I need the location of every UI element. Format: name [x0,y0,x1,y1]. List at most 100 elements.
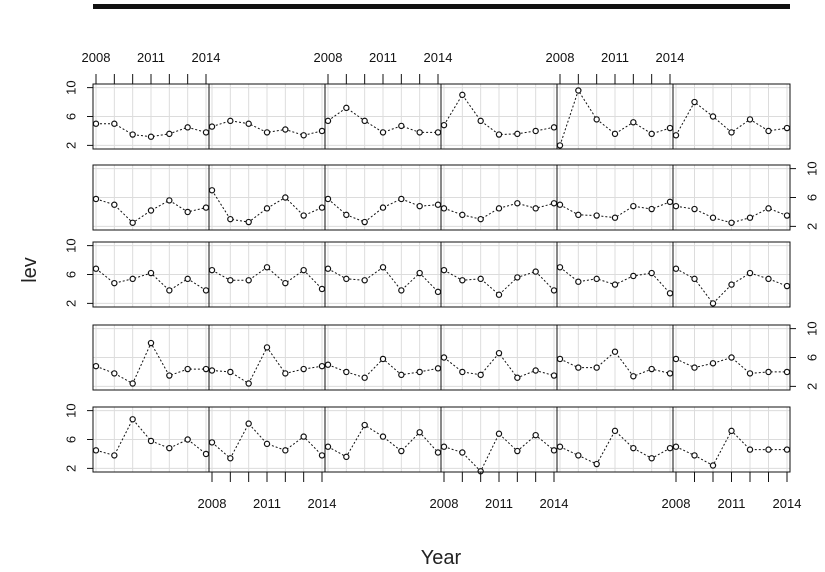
data-point [263,264,271,271]
data-point [783,368,791,376]
data-point [630,202,637,210]
panel [672,241,791,308]
data-point [361,374,368,381]
data-point [532,431,539,439]
y-tick-label: 6 [64,271,79,278]
data-point [111,452,118,459]
panel [672,164,791,231]
data-point [434,288,442,296]
data-point [550,200,558,207]
data-point [300,132,307,139]
data-point [416,129,423,136]
data-point [746,269,754,277]
panel [324,83,442,150]
data-point [184,275,191,283]
data-point [208,439,216,446]
panel [440,83,558,150]
panel-border [672,241,791,308]
data-point [709,300,717,307]
data-point [477,215,484,223]
x-tick-label: 2014 [192,50,221,65]
data-point [550,447,558,454]
data-point [398,371,405,379]
panel [556,324,674,391]
panel [440,406,558,475]
y-tick-label: 2 [64,142,79,149]
data-point [318,204,326,211]
data-point [282,194,289,201]
panel [672,406,791,473]
data-point [129,275,136,283]
data-point [648,455,655,462]
data-point [92,265,100,272]
panel [208,324,326,391]
data-point [575,364,582,371]
data-point [765,446,772,453]
data-point [147,339,155,347]
data-point [361,277,368,284]
data-point [593,212,600,219]
data-point [147,269,155,277]
data-point [227,368,234,376]
data-point [630,119,637,126]
panel [440,241,558,308]
data-point [477,275,484,283]
x-tick-label: 2008 [198,496,227,511]
data-point [184,208,191,216]
panel [324,324,442,391]
data-point [111,120,118,127]
panel [92,241,210,308]
data-point [92,362,100,370]
data-point [184,365,191,373]
panel [92,406,210,473]
data-point [282,279,289,287]
data-point [318,362,326,370]
data-point [202,365,210,373]
data-point [728,129,735,136]
data-point [666,370,674,377]
y-tick-label: 6 [805,194,820,201]
y-tick-label: 2 [64,465,79,472]
data-point [416,368,423,376]
panel [324,241,442,308]
data-point [672,443,680,450]
data-point [514,374,521,381]
x-tick-label: 2008 [430,496,459,511]
data-point [343,211,350,219]
data-point [691,98,698,106]
x-axis-label: Year [421,547,462,569]
data-point [263,205,271,212]
data-point [434,201,442,208]
data-point [245,420,252,427]
data-point [691,275,698,283]
strip-bar [93,4,790,9]
data-point [672,355,680,363]
data-point [666,290,674,297]
data-point [361,218,368,226]
x-tick-label: 2008 [314,50,343,65]
data-point [672,132,680,139]
y-tick-label: 2 [64,300,79,307]
data-point [709,462,717,469]
data-point [398,287,405,294]
data-point [672,265,680,272]
data-point [556,355,564,363]
data-point [361,421,368,429]
data-point [728,354,735,361]
x-tick-label: 2008 [662,496,691,511]
panel [324,406,442,473]
data-point [611,348,619,355]
panel [92,164,210,231]
data-point [575,278,582,285]
data-point [398,195,405,203]
y-tick-label: 10 [805,161,820,175]
data-point [166,287,173,294]
data-point [202,450,210,458]
data-point [440,266,448,274]
data-point [227,455,234,462]
data-point [324,443,332,450]
data-point [318,452,326,459]
data-point [666,444,674,452]
panel-border [672,83,791,150]
y-tick-label: 10 [64,403,79,417]
